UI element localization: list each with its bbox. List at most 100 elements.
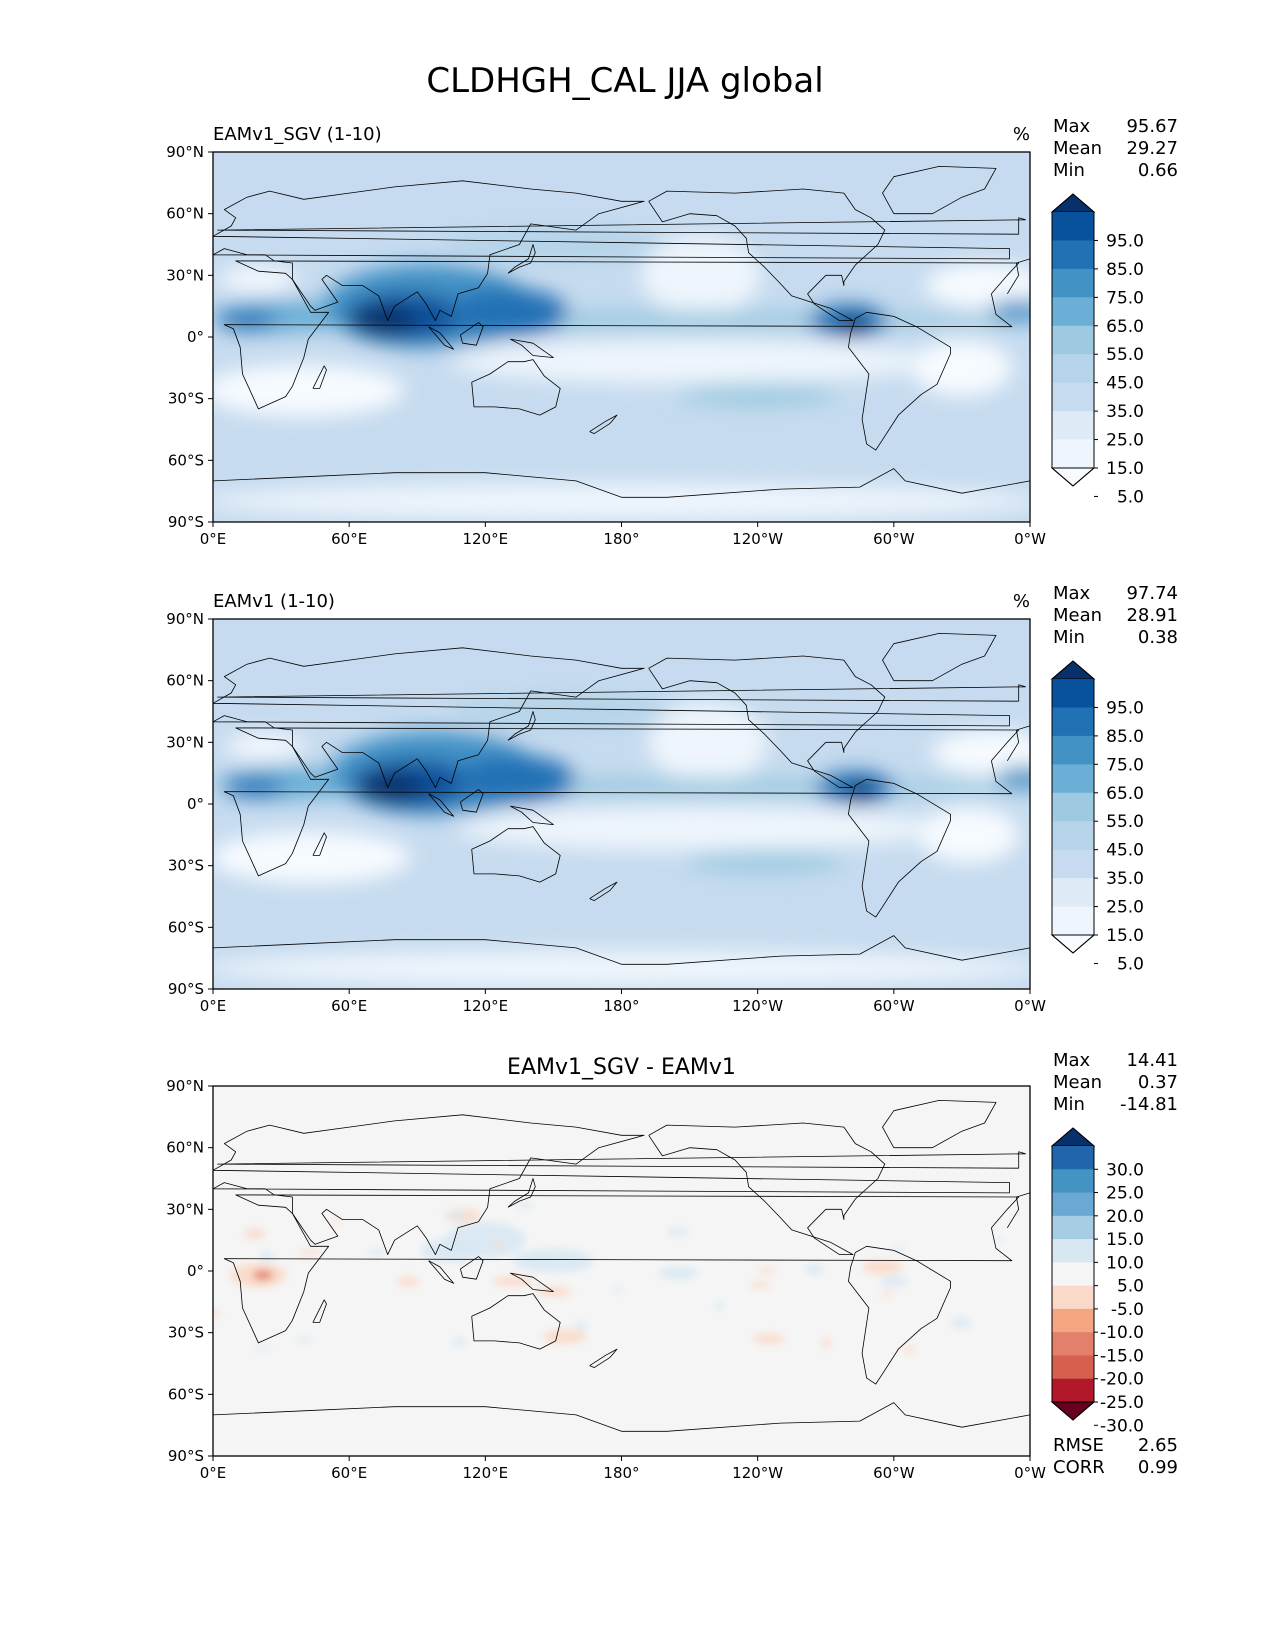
stat-label: Min (1053, 1094, 1085, 1115)
coast-newguinea (510, 1272, 554, 1292)
colorbar-tick-label: -15.0 (1100, 1346, 1144, 1366)
map-field (213, 152, 1030, 522)
coast-antarctica (213, 935, 1030, 965)
colorbar-segment (1052, 906, 1094, 936)
coastlines (213, 165, 1030, 498)
colorbar-tick-label: -25.0 (1100, 1393, 1144, 1413)
colorbar-tick-label: -30.0 (1100, 1416, 1144, 1436)
colorbar-tick-label: 30.0 (1106, 1160, 1144, 1180)
y-tick-label: 60°N (166, 1139, 204, 1157)
colorbar-segment (1052, 1285, 1094, 1310)
metric-value: 0.99 (1138, 1457, 1178, 1478)
x-tick-label: 60°W (873, 1464, 915, 1482)
colorbar-tick-label: 75.0 (1106, 755, 1144, 775)
stat-label: Mean (1053, 138, 1102, 159)
y-tick-label: 90°S (168, 1447, 204, 1465)
stat-label: Mean (1053, 605, 1102, 626)
colorbar-segment (1052, 411, 1094, 441)
colorbar-segment (1052, 1239, 1094, 1263)
stat-value: 28.91 (1126, 605, 1178, 626)
colorbar-tick-label: 55.0 (1106, 812, 1144, 832)
x-tick-label: 60°E (331, 530, 367, 548)
colorbar-segment (1052, 1192, 1094, 1217)
coast-newguinea (510, 338, 554, 359)
coast-antarctica (213, 1402, 1030, 1432)
coastlines (213, 1100, 1030, 1432)
coast-africa (223, 727, 1020, 877)
x-tick-label: 60°E (331, 1464, 367, 1482)
stat-value: 29.27 (1126, 138, 1178, 159)
stat-value: 95.67 (1126, 116, 1178, 137)
colorbar-tick-label: 45.0 (1106, 374, 1144, 394)
stat-value: 0.66 (1138, 160, 1178, 181)
colorbar-segment (1052, 439, 1094, 469)
map-field (213, 619, 1030, 989)
x-tick-label: 0°E (200, 997, 227, 1015)
colorbar-segment (1052, 792, 1094, 822)
colorbar-tick-label: 5.0 (1117, 1277, 1144, 1297)
coast-australia (471, 826, 561, 883)
colorbar-tick-label: 15.0 (1106, 1230, 1144, 1250)
y-tick-label: 60°S (168, 918, 204, 936)
colorbar-segment (1052, 212, 1094, 241)
colorbar-tick-label: 20.0 (1106, 1207, 1144, 1227)
colorbar-segment (1052, 1262, 1094, 1287)
panel-title: EAMv1_SGV (1-10) (213, 124, 382, 145)
colorbar-segment (1052, 1332, 1094, 1356)
colorbar-tick-label: 25.0 (1106, 898, 1144, 918)
coast-madagascar (312, 365, 327, 389)
x-tick-label: 0°W (1014, 1464, 1046, 1482)
stat-value: 0.38 (1138, 627, 1178, 648)
coast-africa (223, 1194, 1020, 1344)
panel-3: 0°E 60°E 120°E 180° 120°W 60°W 0°W 90°N 60°N 30°N… (166, 1050, 1178, 1482)
x-tick-label: 60°W (873, 530, 915, 548)
y-tick-label: 30°S (168, 1324, 204, 1342)
colorbar-extend-bottom (1050, 934, 1096, 954)
colorbar-tick-label: 65.0 (1106, 317, 1144, 337)
colorbar-segment (1052, 240, 1094, 270)
panel-title: EAMv1_SGV - EAMv1 (507, 1055, 736, 1080)
coast-newzealand (589, 1348, 618, 1368)
colorbar-segment (1052, 1215, 1094, 1240)
colorbar-tick-label: 10.0 (1106, 1253, 1144, 1273)
colorbar-segment (1052, 268, 1094, 298)
coast-uk (217, 1151, 1026, 1169)
coast-samerica (848, 1245, 951, 1385)
figure-title: CLDHGH_CAL JJA global (426, 61, 823, 101)
metric-value: 2.65 (1138, 1435, 1178, 1456)
stat-value: 14.41 (1126, 1050, 1178, 1071)
colorbar-tick-label: 55.0 (1106, 345, 1144, 365)
colorbar-tick-label: 15.0 (1106, 459, 1144, 479)
colorbar-segment (1052, 878, 1094, 908)
colorbar-segment (1052, 297, 1094, 327)
coast-borneo (460, 1256, 484, 1280)
x-tick-label: 180° (603, 997, 639, 1015)
stat-value: 97.74 (1126, 583, 1178, 604)
coast-madagascar (312, 1299, 327, 1323)
coast-borneo (460, 322, 484, 346)
colorbar-segment (1052, 382, 1094, 412)
colorbar-tick-label: 35.0 (1106, 402, 1144, 422)
y-tick-label: 90°S (168, 980, 204, 998)
coast-africa (223, 260, 1020, 410)
coast-japan (507, 711, 536, 741)
colorbar-segment (1052, 354, 1094, 384)
colorbar-tick-label: 65.0 (1106, 784, 1144, 804)
y-tick-label: 60°N (166, 672, 204, 690)
y-tick-label: 30°N (166, 266, 204, 284)
stat-value: 0.37 (1138, 1072, 1178, 1093)
metric-label: RMSE (1053, 1435, 1104, 1456)
y-tick-label: 30°S (168, 857, 204, 875)
colorbar-tick-label: -10.0 (1100, 1323, 1144, 1343)
coast-eurasia (213, 1114, 1010, 1255)
colorbar-tick-label: -5.0 (1111, 1300, 1144, 1320)
coast-japan (507, 1178, 536, 1208)
colorbar-tick-label: 15.0 (1106, 926, 1144, 946)
colorbar-segment (1052, 1146, 1094, 1170)
stat-label: Min (1053, 627, 1085, 648)
x-tick-label: 120°W (732, 997, 783, 1015)
colorbar-tick-label: -20.0 (1100, 1370, 1144, 1390)
coast-wrap (1006, 725, 1030, 762)
x-tick-label: 120°E (463, 1464, 509, 1482)
stat-label: Max (1053, 116, 1091, 137)
